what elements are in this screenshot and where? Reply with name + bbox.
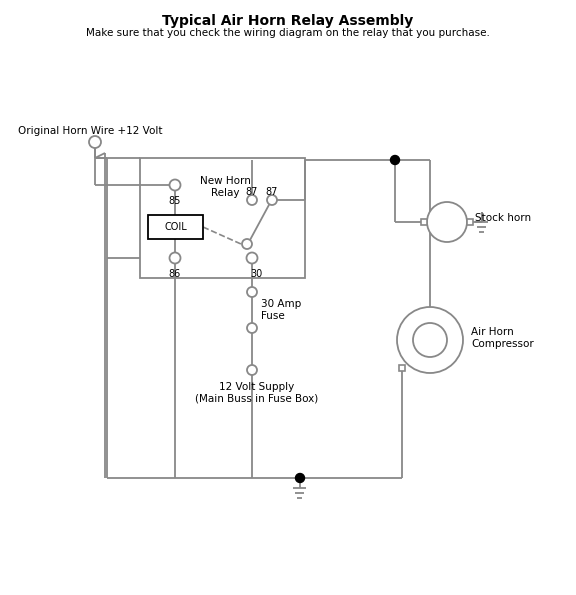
Text: COIL: COIL bbox=[164, 222, 187, 232]
Circle shape bbox=[247, 323, 257, 333]
Circle shape bbox=[391, 155, 400, 164]
Text: 30 Amp
Fuse: 30 Amp Fuse bbox=[261, 299, 301, 321]
Text: 12 Volt Supply
(Main Buss in Fuse Box): 12 Volt Supply (Main Buss in Fuse Box) bbox=[195, 382, 319, 403]
Circle shape bbox=[267, 195, 277, 205]
Circle shape bbox=[242, 239, 252, 249]
Circle shape bbox=[247, 365, 257, 375]
Circle shape bbox=[247, 287, 257, 297]
Circle shape bbox=[89, 136, 101, 148]
Circle shape bbox=[295, 474, 305, 483]
Text: 30: 30 bbox=[250, 269, 262, 279]
Circle shape bbox=[247, 252, 257, 264]
Bar bbox=[140, 158, 305, 278]
Circle shape bbox=[427, 202, 467, 242]
Circle shape bbox=[397, 307, 463, 373]
Text: Air Horn
Compressor: Air Horn Compressor bbox=[471, 327, 534, 349]
Circle shape bbox=[247, 195, 257, 205]
Text: New Horn
Relay: New Horn Relay bbox=[199, 176, 251, 198]
Bar bbox=[399, 365, 405, 371]
Circle shape bbox=[169, 252, 180, 264]
Text: Make sure that you check the wiring diagram on the relay that you purchase.: Make sure that you check the wiring diag… bbox=[86, 28, 490, 38]
Bar bbox=[148, 215, 203, 239]
Text: 85: 85 bbox=[169, 196, 181, 206]
Text: 87: 87 bbox=[266, 187, 278, 197]
Text: 87: 87 bbox=[246, 187, 258, 197]
Bar bbox=[467, 219, 473, 225]
Circle shape bbox=[413, 323, 447, 357]
Text: Typical Air Horn Relay Assembly: Typical Air Horn Relay Assembly bbox=[162, 14, 414, 28]
Circle shape bbox=[169, 180, 180, 190]
Bar bbox=[421, 219, 427, 225]
Text: Stock horn: Stock horn bbox=[475, 213, 531, 223]
Text: 86: 86 bbox=[169, 269, 181, 279]
Text: Original Horn Wire +12 Volt: Original Horn Wire +12 Volt bbox=[18, 126, 162, 136]
